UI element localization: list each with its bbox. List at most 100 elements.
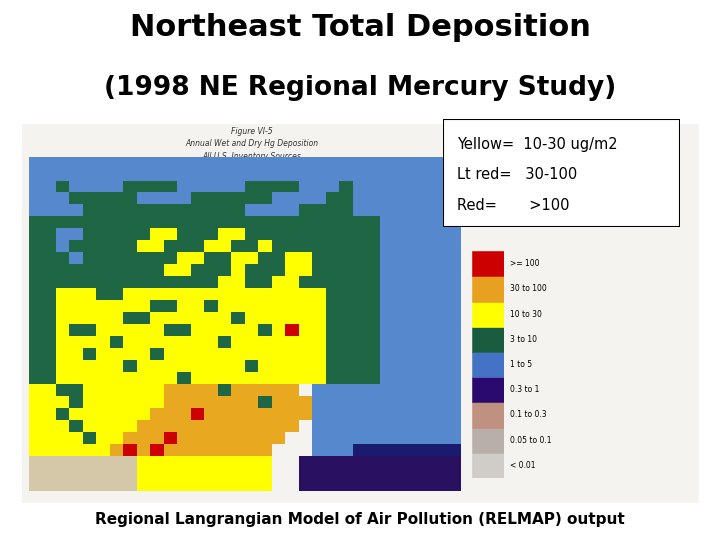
Bar	[407, 217, 420, 228]
Bar	[42, 468, 56, 480]
Bar	[218, 312, 231, 324]
Bar	[353, 408, 366, 420]
Bar	[366, 288, 380, 300]
Bar	[258, 324, 272, 336]
Bar	[366, 372, 380, 384]
Bar	[123, 180, 137, 192]
Bar	[56, 420, 69, 431]
Bar	[231, 192, 245, 205]
Bar	[231, 252, 245, 264]
Bar	[258, 180, 272, 192]
Bar	[83, 276, 96, 288]
Bar	[29, 431, 42, 443]
Bar	[325, 300, 339, 312]
Bar	[150, 384, 164, 396]
Bar	[285, 205, 299, 217]
Bar	[285, 300, 299, 312]
Bar	[366, 348, 380, 360]
Bar	[56, 360, 69, 372]
Bar	[137, 276, 150, 288]
Bar	[433, 312, 447, 324]
Bar	[447, 288, 461, 300]
Bar	[393, 288, 407, 300]
Bar	[191, 276, 204, 288]
Bar	[393, 360, 407, 372]
Bar	[204, 217, 218, 228]
Bar	[56, 336, 69, 348]
Bar	[325, 480, 339, 491]
Bar	[164, 468, 177, 480]
Bar	[29, 264, 42, 276]
Bar	[204, 468, 218, 480]
Bar	[325, 408, 339, 420]
Bar	[218, 205, 231, 217]
Bar	[420, 360, 433, 372]
Bar	[56, 264, 69, 276]
Bar	[150, 228, 164, 240]
Bar	[96, 443, 109, 456]
Bar	[42, 157, 56, 168]
Bar	[204, 480, 218, 491]
Bar	[312, 312, 325, 324]
Bar	[191, 443, 204, 456]
Bar	[272, 288, 285, 300]
Bar	[272, 336, 285, 348]
Bar	[407, 288, 420, 300]
Bar	[83, 264, 96, 276]
Bar	[325, 336, 339, 348]
Bar	[56, 372, 69, 384]
Bar	[407, 312, 420, 324]
Bar	[164, 217, 177, 228]
Bar	[447, 396, 461, 408]
Bar	[353, 228, 366, 240]
Bar	[472, 453, 504, 478]
Bar	[204, 324, 218, 336]
Bar	[312, 360, 325, 372]
Bar	[447, 205, 461, 217]
Bar	[109, 264, 123, 276]
Bar	[366, 192, 380, 205]
Bar	[407, 396, 420, 408]
Bar	[69, 288, 83, 300]
Bar	[204, 456, 218, 468]
Bar	[325, 217, 339, 228]
Bar	[83, 408, 96, 420]
Bar	[245, 372, 258, 384]
Bar	[137, 217, 150, 228]
Bar	[258, 312, 272, 324]
Bar	[447, 228, 461, 240]
Bar	[272, 360, 285, 372]
Bar	[137, 324, 150, 336]
Bar	[393, 157, 407, 168]
Bar	[393, 336, 407, 348]
Bar	[109, 360, 123, 372]
Bar	[285, 180, 299, 192]
Bar	[177, 348, 191, 360]
Bar	[191, 468, 204, 480]
Bar	[299, 276, 312, 288]
Bar	[258, 252, 272, 264]
Bar	[325, 192, 339, 205]
Bar	[218, 217, 231, 228]
Bar	[366, 480, 380, 491]
Bar	[353, 384, 366, 396]
Bar	[29, 205, 42, 217]
Bar	[433, 300, 447, 312]
Bar	[472, 251, 504, 276]
Bar	[366, 408, 380, 420]
Bar	[245, 205, 258, 217]
Bar	[164, 396, 177, 408]
Bar	[299, 228, 312, 240]
Bar	[137, 468, 150, 480]
Bar	[109, 348, 123, 360]
Bar	[447, 264, 461, 276]
Bar	[299, 468, 312, 480]
Bar	[366, 180, 380, 192]
Bar	[366, 324, 380, 336]
Bar	[245, 228, 258, 240]
Bar	[380, 324, 393, 336]
Bar	[150, 408, 164, 420]
Bar	[366, 168, 380, 180]
Bar	[420, 205, 433, 217]
Bar	[29, 360, 42, 372]
